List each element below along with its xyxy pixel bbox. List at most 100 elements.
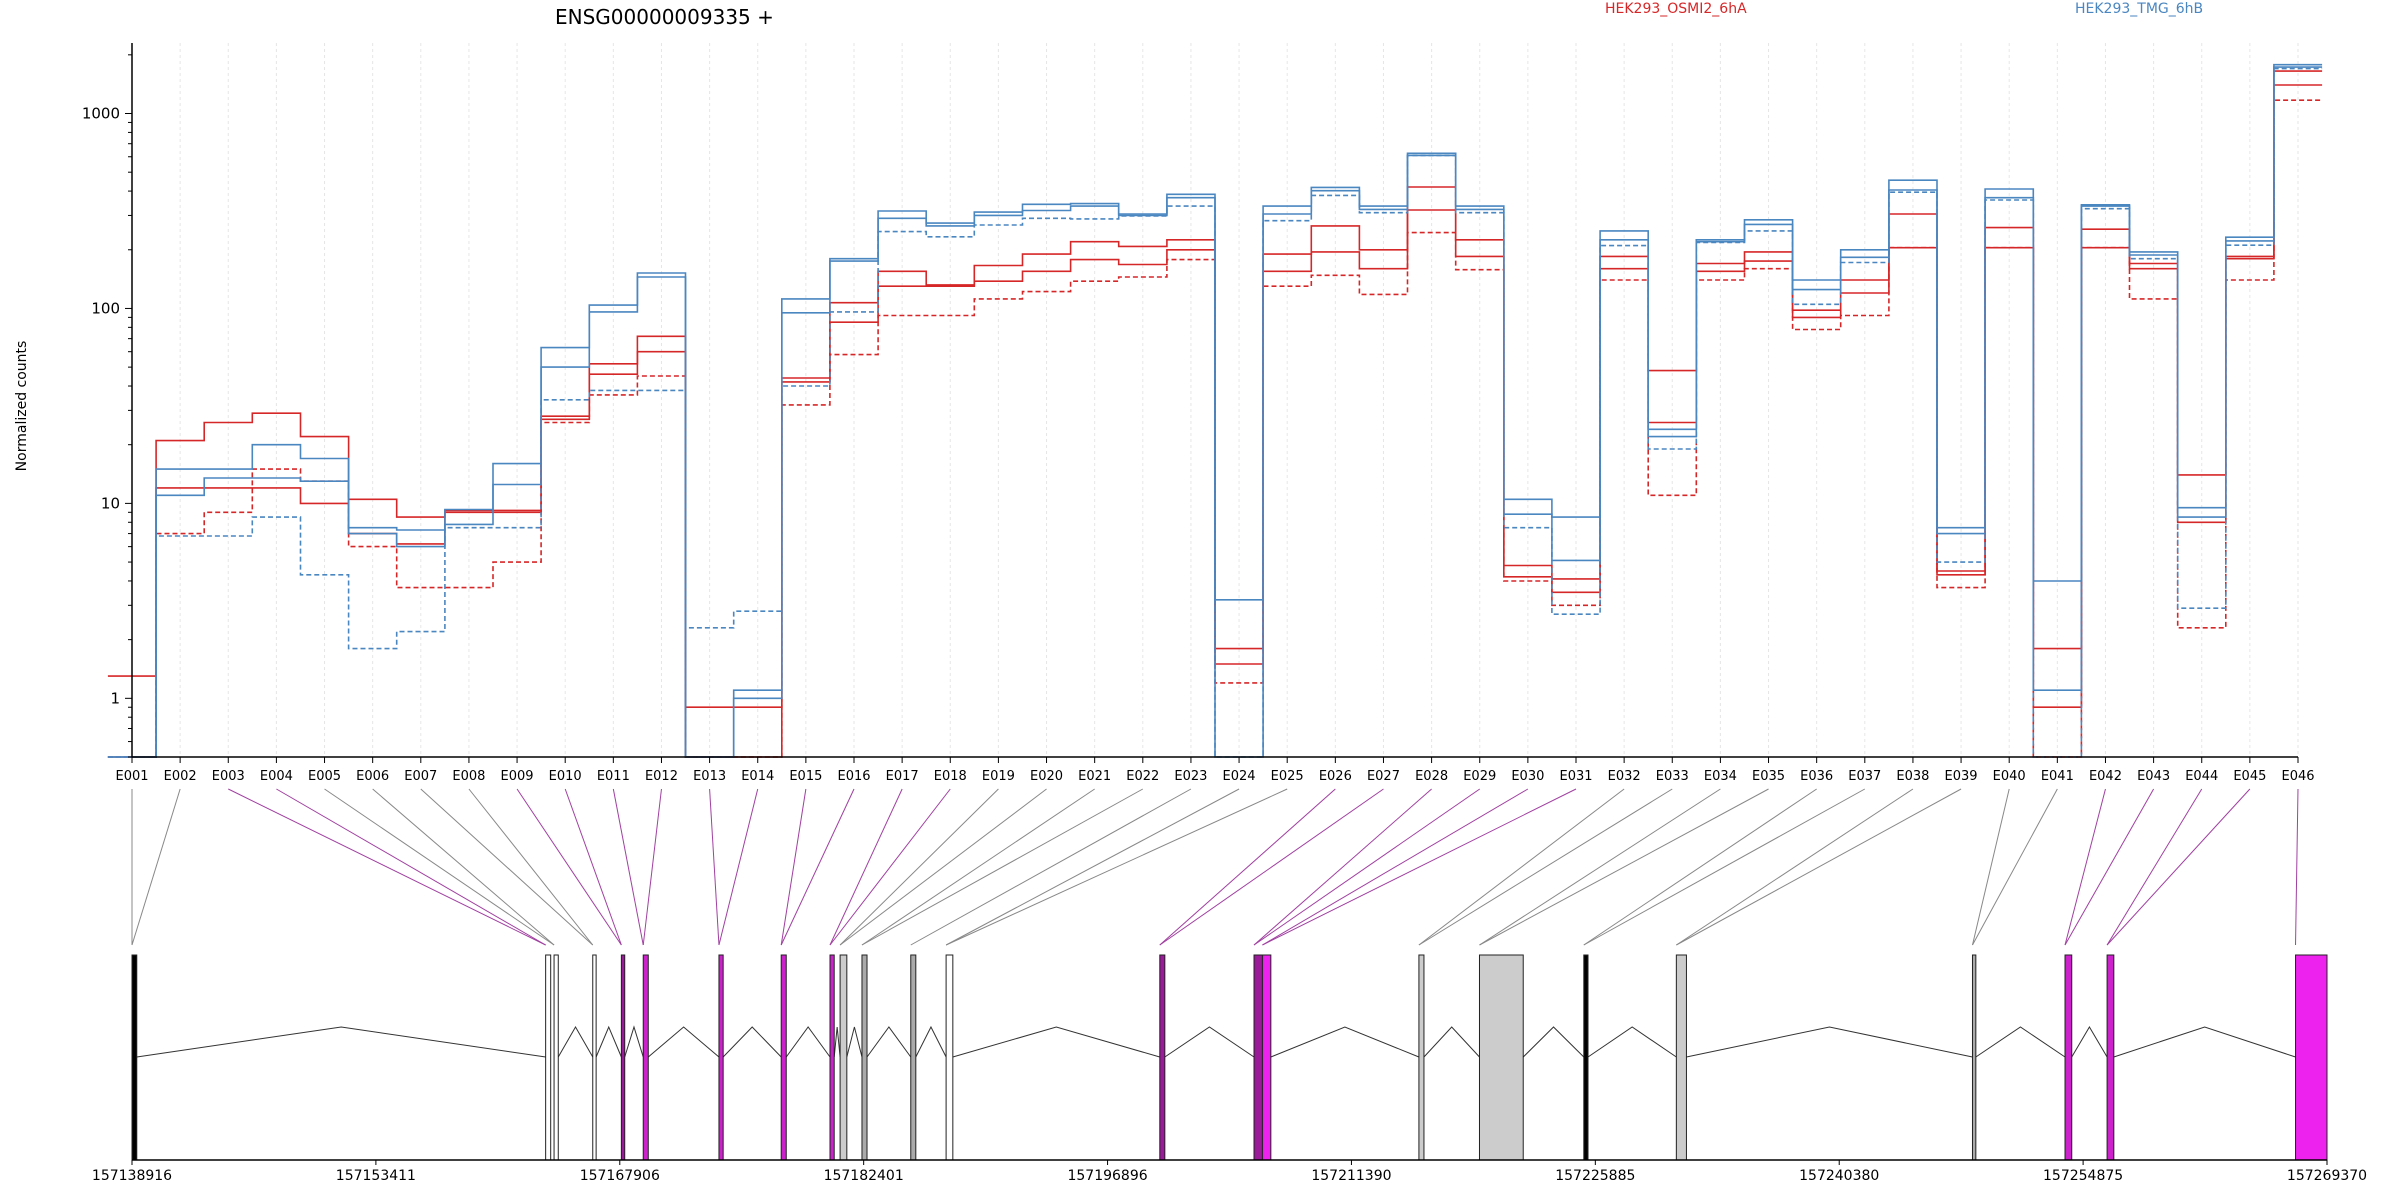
x-tick-label: E024 xyxy=(1223,769,1256,784)
exon-link-line xyxy=(612,788,644,946)
x-tick-label: E045 xyxy=(2233,769,2266,784)
exon-link-line xyxy=(642,788,662,946)
intron-line xyxy=(866,1026,912,1058)
intron-line xyxy=(1975,1026,2066,1058)
x-tick-label: E029 xyxy=(1463,769,1496,784)
x-tick-label: E039 xyxy=(1945,769,1978,784)
x-tick-label: E037 xyxy=(1848,769,1881,784)
exon-box-1 xyxy=(131,954,138,1161)
x-tick-label: E025 xyxy=(1271,769,1304,784)
exon-box-8 xyxy=(780,954,787,1161)
y-axis: 1 10 100 1000 xyxy=(82,43,133,758)
intron-line xyxy=(1164,1026,1255,1058)
x-tick-label: E042 xyxy=(2089,769,2122,784)
exon-link-line xyxy=(1479,788,1769,946)
exon-box-16 xyxy=(1261,954,1272,1161)
exon-link-line xyxy=(861,788,1144,946)
exon-link-line xyxy=(1972,788,2058,946)
x-tick-label: E038 xyxy=(1896,769,1929,784)
exon-box-11 xyxy=(861,954,868,1161)
x-tick-label: E030 xyxy=(1511,769,1544,784)
exon-link-line xyxy=(829,788,903,946)
exon-link-line xyxy=(276,788,546,946)
x-tick-label: E046 xyxy=(2281,769,2314,784)
x-tick-label: E027 xyxy=(1367,769,1400,784)
x-tick-label: E013 xyxy=(693,769,726,784)
exon-link-line xyxy=(839,788,999,946)
x-tick-label: E023 xyxy=(1174,769,1207,784)
exon-box-7 xyxy=(718,954,724,1161)
x-tick-label: E003 xyxy=(212,769,245,784)
exon-link-line xyxy=(1262,788,1529,946)
exon-link-line xyxy=(709,788,720,946)
x-tick-label: E004 xyxy=(260,769,293,784)
intron-line xyxy=(2071,1026,2108,1058)
intron-line xyxy=(952,1026,1160,1058)
exon-link-line xyxy=(131,788,181,946)
exon-link-line xyxy=(718,788,759,946)
x-tick-label: E022 xyxy=(1126,769,1159,784)
series-group xyxy=(107,63,2323,758)
x-tick-label: E040 xyxy=(1993,769,2026,784)
intron-line xyxy=(1423,1026,1480,1058)
exon-box-2 xyxy=(545,954,552,1161)
y-tick-label: 100 xyxy=(91,299,120,317)
exon-box-18 xyxy=(1478,954,1524,1161)
exon-box-21 xyxy=(1971,954,1977,1161)
exon-link-line xyxy=(372,788,555,946)
x-tick-label: E020 xyxy=(1030,769,1063,784)
x-tick-label: E021 xyxy=(1078,769,1111,784)
exon-link-line xyxy=(516,788,622,946)
genomic-axis: 157138916 157153411 157167906 157182401 1571… xyxy=(92,1159,2367,1184)
exon-link-line xyxy=(2295,788,2299,946)
exon-link-line xyxy=(1262,788,1577,946)
intron-line xyxy=(785,1026,831,1058)
legend-entry-osmi2: HEK293_OSMI2_6hA xyxy=(1605,1,1747,17)
exon-box-4 xyxy=(592,954,597,1161)
exon-link-line xyxy=(780,788,807,946)
x-tick-label: E006 xyxy=(356,769,389,784)
exon-link-line xyxy=(2106,788,2203,946)
series-line-blue-5 xyxy=(107,66,2323,758)
x-tick-label: E031 xyxy=(1559,769,1592,784)
series-line-red-1 xyxy=(107,70,2323,708)
exon-link-line xyxy=(1253,788,1481,946)
intron-line xyxy=(624,1025,644,1058)
x-tick-label: E008 xyxy=(452,769,485,784)
exon-box-5 xyxy=(620,954,626,1161)
genomic-tick-label: 157211390 xyxy=(1311,1168,1391,1184)
y-axis-label: Normalized counts xyxy=(14,341,30,472)
exon-link-line xyxy=(2064,788,2155,946)
x-tick-label: E044 xyxy=(2185,769,2218,784)
exon-box-24 xyxy=(2295,954,2328,1161)
exon-box-9 xyxy=(829,954,835,1161)
x-tick-label: E026 xyxy=(1319,769,1352,784)
genomic-tick-label: 157254875 xyxy=(2043,1168,2123,1184)
exon-link-line xyxy=(945,788,1240,946)
exon-box-14 xyxy=(1159,954,1166,1161)
exon-link-line xyxy=(324,788,555,946)
intron-line xyxy=(1270,1026,1420,1058)
genomic-tick-label: 157225885 xyxy=(1555,1168,1635,1184)
exon-link-line xyxy=(910,788,1192,946)
series-line-blue-6 xyxy=(107,67,2323,758)
intron-line xyxy=(915,1025,947,1058)
y-tick-label: 10 xyxy=(101,494,120,512)
exon-link-line xyxy=(1971,788,2010,946)
intron-line xyxy=(595,1025,622,1058)
genomic-tick-label: 157138916 xyxy=(92,1168,172,1184)
x-tick-label: E041 xyxy=(2041,769,2074,784)
x-tick-label: E032 xyxy=(1608,769,1641,784)
exon-link-line xyxy=(564,788,622,946)
chart-title: ENSG00000009335 + xyxy=(555,5,774,29)
intron-line xyxy=(722,1026,782,1058)
exon-box-6 xyxy=(642,954,649,1161)
x-tick-label: E002 xyxy=(164,769,197,784)
x-tick-label: E009 xyxy=(501,769,534,784)
x-tick-label: E012 xyxy=(645,769,678,784)
exon-box-20 xyxy=(1675,954,1687,1161)
x-tick-label: E015 xyxy=(789,769,822,784)
exon-box-12 xyxy=(910,954,917,1161)
genomic-tick-label: 157240380 xyxy=(1799,1168,1879,1184)
